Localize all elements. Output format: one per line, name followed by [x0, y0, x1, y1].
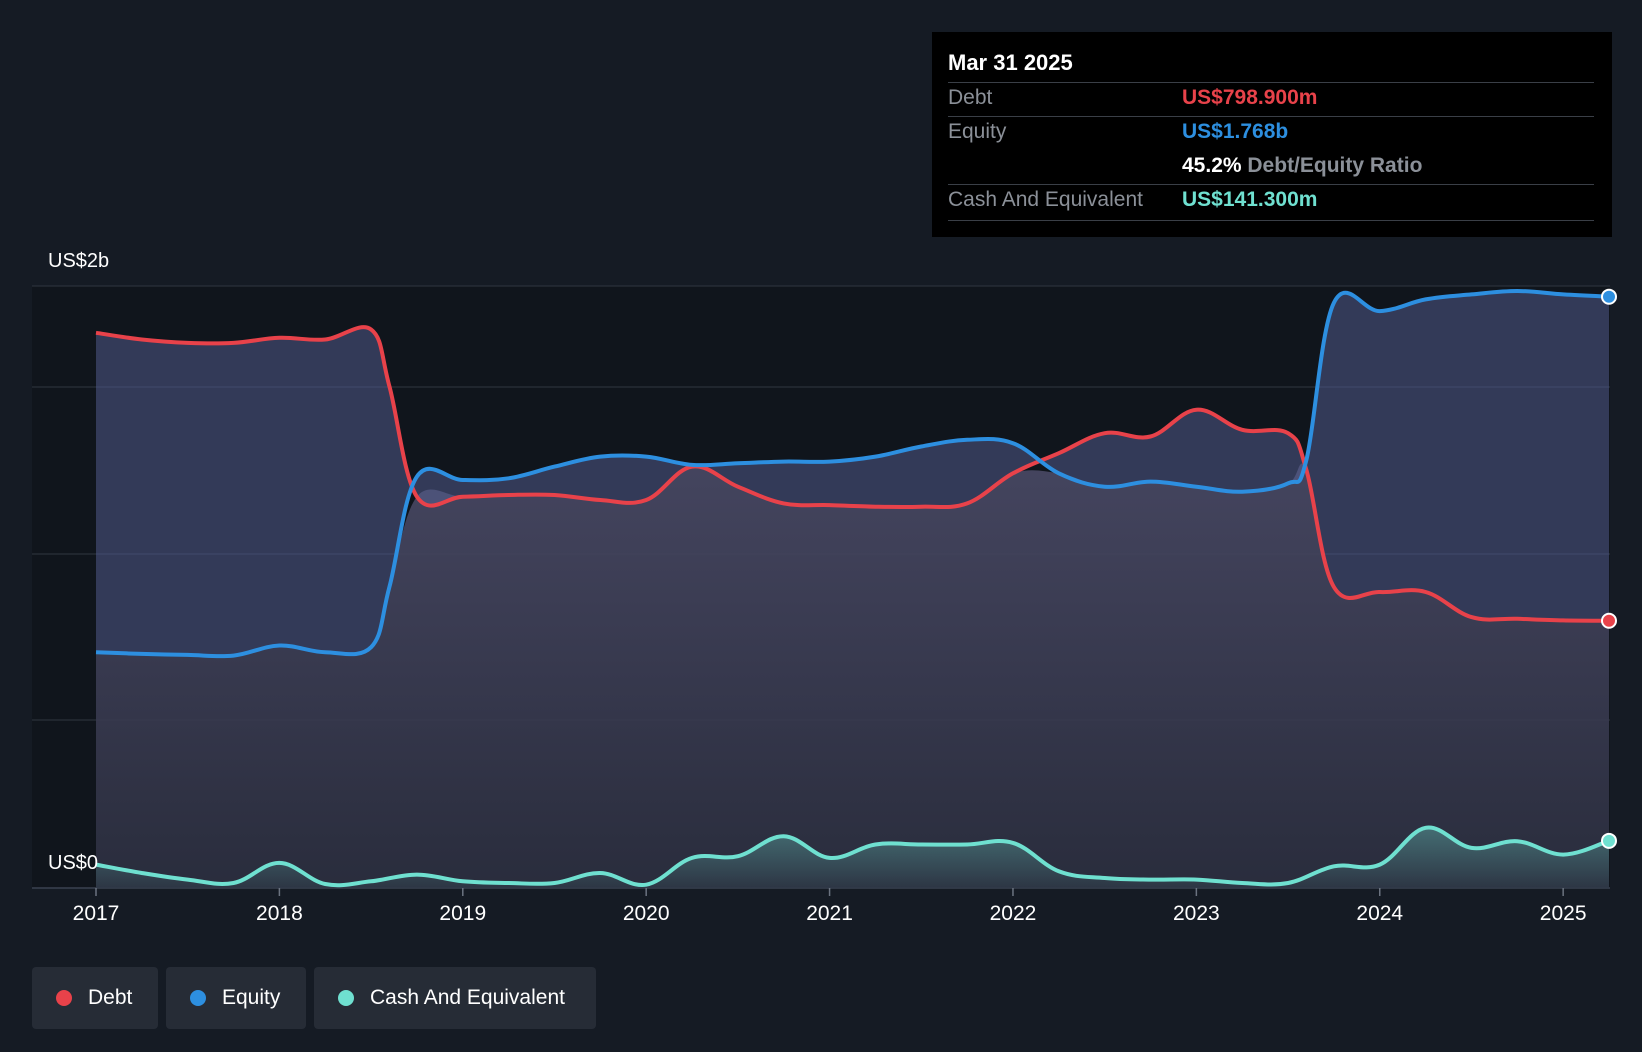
tooltip-cash-label: Cash And Equivalent [948, 188, 1143, 211]
legend-debt-label: Debt [88, 986, 133, 1009]
legend-debt-dot [56, 990, 72, 1006]
x-tick-label: 2023 [1173, 902, 1220, 925]
debt-excess-area [96, 291, 1609, 657]
chart-endpoints [1601, 288, 1617, 849]
debt-endpoint [1601, 612, 1617, 629]
x-axis: 2017 2018 2019 2020 2021 2022 2023 2024 2025 [73, 888, 1587, 925]
tooltip-equity-label: Equity [948, 120, 1007, 143]
cash-line [95, 825, 1610, 888]
x-tick-label: 2021 [806, 902, 853, 925]
x-tick-label: 2017 [73, 902, 120, 925]
cash-endpoint [1601, 832, 1617, 849]
x-tick-label: 2020 [623, 902, 670, 925]
x-tick-label: 2018 [256, 902, 303, 925]
legend-item-equity[interactable]: Equity [166, 967, 306, 1029]
tooltip-equity-value: US$1.768b [1182, 120, 1289, 143]
legend-item-cash[interactable]: Cash And Equivalent [314, 967, 596, 1029]
equity-line [95, 289, 1610, 659]
tooltip-ratio: 45.2% Debt/Equity Ratio [1182, 154, 1422, 178]
legend-equity-dot [190, 990, 206, 1006]
x-tick-label: 2019 [439, 902, 486, 925]
chart-areas [96, 291, 1609, 888]
legend-cash-label: Cash And Equivalent [370, 986, 565, 1009]
tooltip-ratio-value: 45.2% [1182, 154, 1242, 177]
cash-area [96, 827, 1609, 888]
y-axis-bottom-label: US$0 [48, 852, 99, 874]
debt-line [95, 325, 1610, 623]
chart-lines [95, 289, 1610, 888]
tooltip-divider [948, 82, 1594, 83]
overlap-area [96, 463, 1609, 888]
legend-item-debt[interactable]: Debt [32, 967, 158, 1029]
x-tick-label: 2025 [1540, 902, 1587, 925]
tooltip-debt-value: US$798.900m [1182, 86, 1318, 109]
equity-endpoint [1601, 288, 1617, 305]
legend-cash-dot [338, 990, 354, 1006]
x-tick-label: 2022 [990, 902, 1037, 925]
equity-excess-area [96, 291, 1609, 657]
tooltip-ratio-label: Debt/Equity Ratio [1247, 154, 1423, 177]
legend-equity-label: Equity [222, 986, 281, 1009]
y-axis-top-label: US$2b [48, 250, 110, 272]
tooltip-date: Mar 31 2025 [948, 50, 1073, 75]
tooltip-divider [948, 116, 1594, 117]
tooltip-cash-value: US$141.300m [1182, 188, 1318, 211]
x-tick-label: 2024 [1356, 902, 1403, 925]
tooltip-debt-label: Debt [948, 86, 993, 109]
tooltip-panel: Mar 31 2025 Debt US$798.900m Equity US$1… [932, 32, 1612, 237]
tooltip-divider [948, 184, 1594, 185]
tooltip-divider [948, 220, 1594, 221]
